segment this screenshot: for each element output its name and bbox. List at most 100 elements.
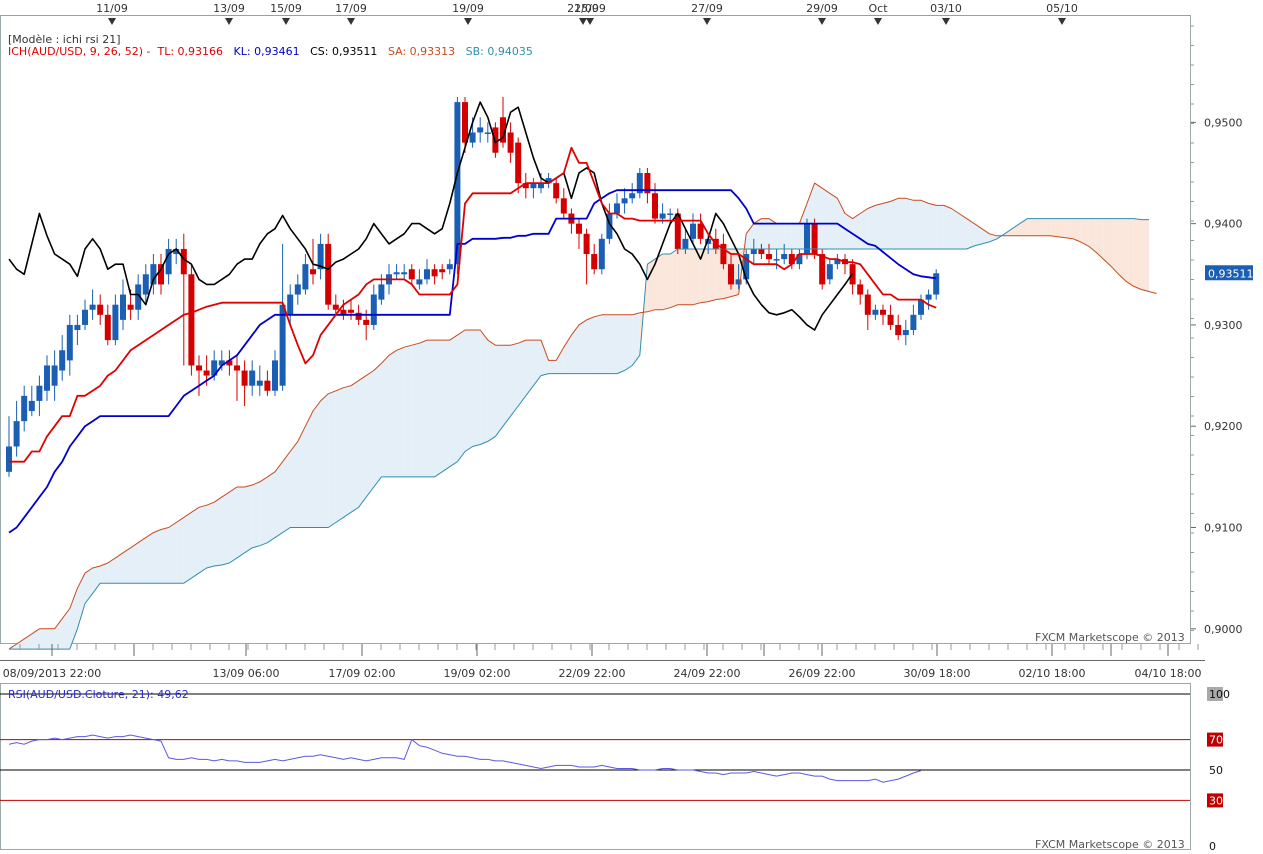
kumo-cloud-segment (297, 426, 306, 528)
candle-body (348, 309, 354, 313)
candle-body (560, 198, 567, 214)
candle-body (598, 238, 605, 270)
kumo-cloud-segment (487, 340, 496, 442)
candle-body (788, 254, 795, 265)
bottom-time-label: 02/10 18:00 (1019, 667, 1086, 680)
candle-body (74, 324, 81, 330)
candle-body (690, 223, 696, 239)
kumo-cloud-segment (693, 248, 701, 305)
kumo-cloud-segment (290, 441, 298, 528)
candle-body (302, 264, 309, 290)
candle-body (378, 284, 385, 300)
candle-body (241, 370, 248, 386)
candle-body (811, 223, 818, 255)
candle-body (804, 223, 810, 255)
senkou-span-a-line (8, 182, 1157, 650)
kumo-cloud-segment (161, 527, 169, 584)
candle-body (150, 264, 157, 285)
rsi-level-tag (1207, 732, 1223, 747)
candle-body (97, 304, 104, 315)
candle-body (234, 365, 240, 371)
top-date-marker (942, 18, 950, 25)
kumo-cloud-segment (1012, 223, 1020, 236)
kumo-cloud-segment (875, 203, 883, 249)
kumo-cloud-segment (943, 205, 952, 249)
top-date-label: 03/10 (930, 2, 962, 15)
candle-body (13, 421, 20, 447)
top-date-marker (1058, 18, 1066, 25)
rsi-level-label: 50 (1209, 764, 1223, 777)
kumo-cloud-segment (351, 380, 359, 513)
kumo-cloud-segment (191, 507, 199, 579)
candle-body (104, 314, 111, 341)
kumo-cloud-segment (1103, 218, 1111, 267)
kumo-cloud-segment (1111, 218, 1119, 275)
current-price-label: 0,93511 (1208, 267, 1254, 280)
kumo-cloud-segment (822, 188, 830, 249)
candle-body (636, 173, 643, 194)
candle-body (325, 243, 332, 305)
rsi-line (8, 734, 922, 783)
kumo-cloud-segment (1088, 218, 1096, 253)
bottom-time-label: 13/09 06:00 (213, 667, 280, 680)
tenkan-sen-line (9, 146, 937, 463)
rsi-watermark: FXCM Marketscope © 2013 (1035, 838, 1185, 851)
top-date-label: 19/09 (452, 2, 484, 15)
candle-body (735, 279, 742, 285)
candle-body (462, 102, 468, 143)
kumo-cloud-segment (601, 314, 610, 374)
y-tick-label: 0,9200 (1204, 420, 1243, 433)
kumo-cloud-segment (852, 213, 861, 249)
kumo-cloud-segment (624, 314, 633, 371)
kumo-cloud-segment (928, 203, 937, 249)
kumo-cloud-segment (472, 330, 481, 447)
kumo-cloud-segment (913, 200, 921, 249)
kumo-cloud-segment (1042, 218, 1051, 236)
bottom-time-label: 04/10 18:00 (1135, 667, 1202, 680)
kumo-cloud-segment (39, 628, 47, 650)
top-date-label: 25/09 (574, 2, 606, 15)
top-date-label: 15/09 (270, 2, 302, 15)
kumo-cloud-segment (548, 360, 557, 374)
kumo-cloud-segment (335, 387, 344, 523)
kumo-cloud-segment (1118, 218, 1127, 282)
kumo-cloud-segment (199, 505, 207, 574)
kumo-cloud-segment (708, 248, 716, 302)
bottom-time-label: 17/09 02:00 (329, 667, 396, 680)
candle-body (864, 294, 871, 315)
kumo-cloud-segment (921, 200, 929, 249)
candle-body (469, 132, 476, 143)
candle-body (644, 173, 651, 194)
kumo-cloud-segment (465, 330, 473, 452)
candle-body (127, 304, 134, 310)
kijun-sen-line (8, 189, 937, 534)
kumo-cloud-segment (571, 324, 579, 374)
kumo-cloud-segment (320, 393, 329, 528)
kumo-cloud-segment (275, 461, 283, 538)
kumo-cloud-segment (366, 370, 374, 498)
candle-body (576, 223, 582, 234)
candle-body (416, 279, 423, 285)
kumo-cloud-segment (123, 547, 131, 584)
kumo-cloud-segment (206, 502, 215, 569)
candle-body (188, 274, 195, 366)
kumo-cloud-segment (776, 223, 785, 249)
kumo-cloud-segment (769, 218, 777, 249)
candle-body (880, 309, 886, 315)
candle-body (142, 274, 149, 295)
chikou-value: CS: 0,93511 (310, 45, 378, 58)
kumo-cloud-segment (791, 223, 800, 249)
bottom-time-label: 22/09 22:00 (559, 667, 626, 680)
kumo-cloud-segment (1141, 219, 1149, 292)
candle-body (36, 385, 43, 401)
candle-body (401, 272, 408, 275)
candle-body (621, 198, 628, 204)
ichimoku-params: ICH(AUD/USD, 9, 26, 52) - (8, 45, 151, 58)
rsi-legend: RSI(AUD/USD.Cloture, 21): 49,62 (8, 688, 189, 701)
kumo-cloud-segment (981, 228, 990, 244)
top-date-label: 05/10 (1046, 2, 1078, 15)
top-date-label: 29/09 (806, 2, 838, 15)
candle-body (522, 183, 529, 189)
candle-body (933, 273, 940, 295)
kumo-cloud-segment (959, 213, 967, 249)
